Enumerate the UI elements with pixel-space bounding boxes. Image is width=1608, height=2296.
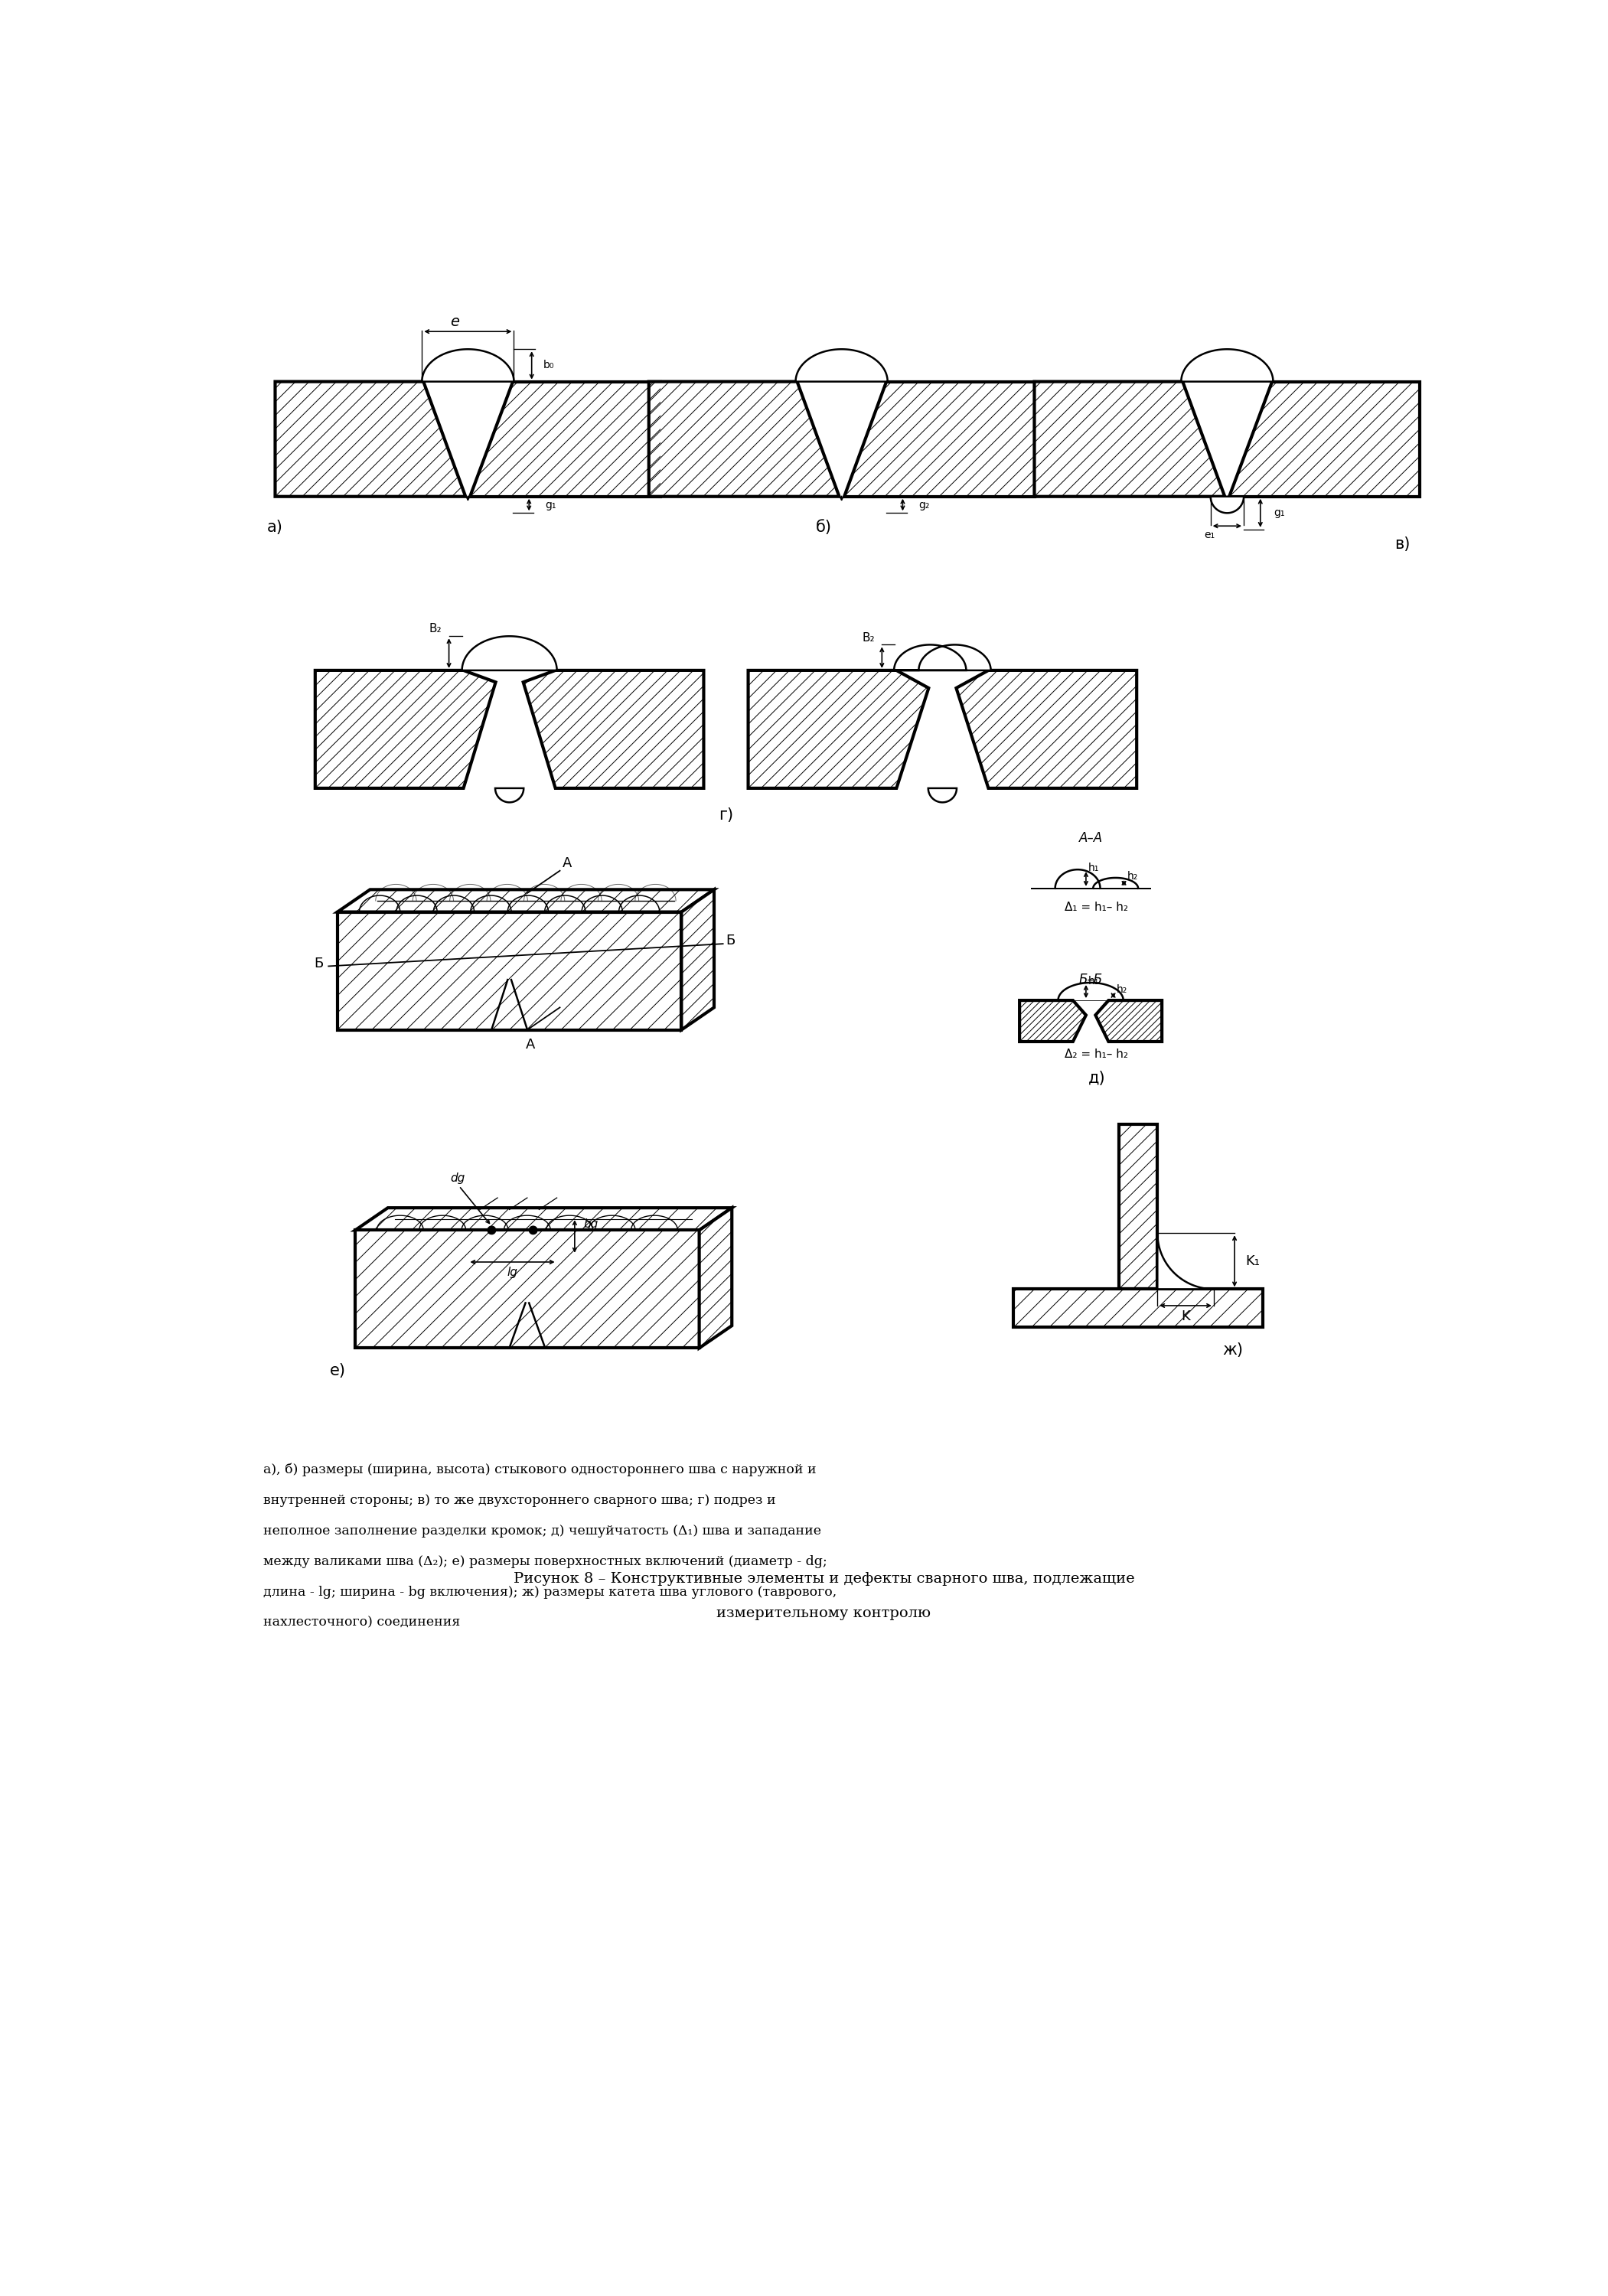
Text: б): б) [815, 519, 831, 535]
Circle shape [487, 1226, 495, 1235]
Text: а), б) размеры (ширина, высота) стыкового одностороннего шва с наружной и: а), б) размеры (ширина, высота) стыковог… [264, 1463, 817, 1476]
Text: г): г) [719, 808, 733, 822]
Text: неполное заполнение разделки кромок; д) чешуйчатость (Δ₁) шва и западание: неполное заполнение разделки кромок; д) … [264, 1525, 822, 1538]
Text: h₁: h₁ [1089, 863, 1100, 872]
Polygon shape [1119, 1125, 1158, 1288]
Text: между валиками шва (Δ₂); е) размеры поверхностных включений (диаметр - dg;: между валиками шва (Δ₂); е) размеры пове… [264, 1554, 827, 1568]
Text: нахлесточного) соединения: нахлесточного) соединения [264, 1616, 460, 1630]
Polygon shape [1182, 349, 1274, 381]
Polygon shape [1095, 1001, 1163, 1042]
Polygon shape [928, 788, 957, 801]
Polygon shape [1034, 381, 1225, 496]
Polygon shape [355, 1231, 699, 1348]
Text: g₂: g₂ [918, 501, 929, 510]
Text: dg: dg [450, 1173, 465, 1185]
Polygon shape [699, 1208, 732, 1348]
Text: А–А: А–А [1079, 831, 1103, 845]
Text: e₁: e₁ [1204, 530, 1214, 540]
Text: lg: lg [507, 1267, 518, 1279]
Polygon shape [1230, 381, 1420, 496]
Text: А: А [526, 1038, 535, 1052]
Text: g₁: g₁ [545, 501, 556, 510]
Polygon shape [461, 636, 556, 670]
Text: h₂: h₂ [1127, 870, 1138, 882]
Polygon shape [421, 349, 515, 381]
Text: внутренней стороны; в) то же двухстороннего сварного шва; г) подрез и: внутренней стороны; в) то же двухсторонн… [264, 1495, 775, 1506]
Polygon shape [1019, 1001, 1085, 1042]
Polygon shape [338, 912, 682, 1031]
Polygon shape [315, 670, 495, 788]
Text: bg: bg [584, 1219, 598, 1231]
Polygon shape [682, 889, 714, 1031]
Text: Б–Б: Б–Б [1079, 974, 1103, 987]
Text: Б: Б [314, 957, 323, 971]
Text: B₂: B₂ [429, 625, 442, 636]
Text: в): в) [1394, 537, 1410, 551]
Polygon shape [355, 1208, 732, 1231]
Text: измерительному контролю: измерительному контролю [717, 1607, 931, 1621]
Circle shape [529, 1226, 537, 1235]
Text: длина - lg; ширина - bg включения); ж) размеры катета шва углового (таврового,: длина - lg; ширина - bg включения); ж) р… [264, 1587, 836, 1598]
Text: h₁: h₁ [1089, 976, 1100, 987]
Text: А: А [563, 856, 572, 870]
Text: Δ₂ = h₁– h₂: Δ₂ = h₁– h₂ [1064, 1049, 1129, 1061]
Text: д): д) [1089, 1070, 1105, 1086]
Polygon shape [844, 381, 1034, 496]
Polygon shape [495, 788, 524, 801]
Polygon shape [470, 381, 661, 496]
Polygon shape [523, 670, 704, 788]
Polygon shape [1013, 1288, 1262, 1327]
Polygon shape [648, 381, 839, 496]
Text: e: e [450, 315, 460, 328]
Text: ж): ж) [1222, 1343, 1243, 1357]
Text: K₁: K₁ [1245, 1254, 1259, 1267]
Polygon shape [894, 645, 991, 670]
Text: Рисунок 8 – Конструктивные элементы и дефекты сварного шва, подлежащие: Рисунок 8 – Конструктивные элементы и де… [513, 1573, 1134, 1587]
Polygon shape [748, 670, 929, 788]
Text: е): е) [330, 1364, 346, 1378]
Polygon shape [1158, 1233, 1214, 1288]
Text: b₀: b₀ [544, 360, 555, 370]
Text: а): а) [267, 519, 283, 535]
Polygon shape [338, 889, 714, 912]
Text: h₂: h₂ [1118, 985, 1127, 994]
Text: B₂: B₂ [862, 631, 875, 643]
Polygon shape [1211, 496, 1243, 512]
Text: K: K [1182, 1309, 1190, 1322]
Polygon shape [275, 381, 466, 496]
Text: g₁: g₁ [1274, 507, 1285, 519]
Polygon shape [796, 349, 888, 381]
Text: Δ₁ = h₁– h₂: Δ₁ = h₁– h₂ [1064, 902, 1129, 914]
Polygon shape [957, 670, 1137, 788]
Text: Б: Б [725, 934, 735, 948]
